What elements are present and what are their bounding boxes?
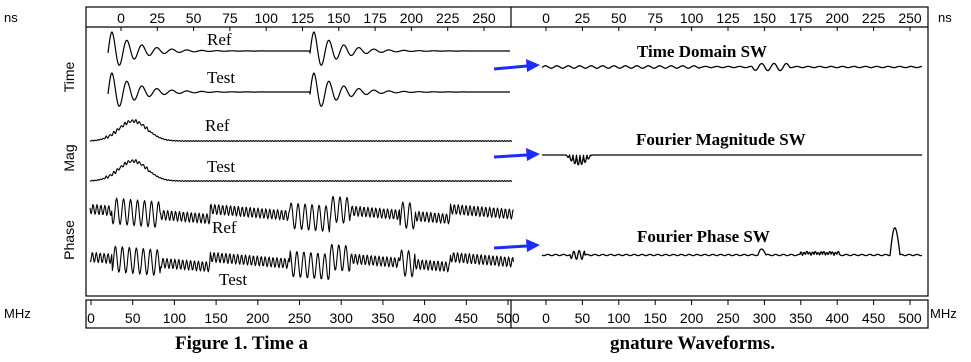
top-right-tick-label: 250 <box>898 10 922 26</box>
bottom-axis-ticks-right: 0 50 100 150 200 250 300 350 400 450 500 <box>542 300 922 326</box>
top-left-tick-label: 200 <box>400 10 424 26</box>
fourier-magnitude-sw-waveform <box>541 154 923 166</box>
mag-test-waveform <box>89 159 513 182</box>
top-left-tick-label: 0 <box>117 10 125 26</box>
top-right-tick-label: 50 <box>611 10 627 26</box>
sw-label-fourier-magnitude: Fourier Magnitude SW <box>636 130 806 149</box>
bottom-left-tick-label: 350 <box>371 310 395 326</box>
top-left-tick-label: 175 <box>363 10 387 26</box>
series-label-mag-test: Test <box>207 157 235 176</box>
bottom-left-tick-label: 250 <box>288 310 312 326</box>
top-axis-ticks-left: 0 25 50 75 100 125 150 175 200 225 250 <box>117 10 496 31</box>
top-unit-label-left: ns <box>4 10 18 25</box>
bottom-unit-label-right: MHz <box>930 306 957 321</box>
bottom-left-tick-label: 150 <box>204 310 228 326</box>
top-left-tick-label: 125 <box>291 10 315 26</box>
bottom-left-tick-label: 500 <box>496 310 520 326</box>
top-right-tick-label: 125 <box>716 10 740 26</box>
bottom-left-tick-label: 100 <box>163 310 187 326</box>
bottom-right-tick-label: 100 <box>607 310 631 326</box>
top-right-tick-label: 200 <box>826 10 850 26</box>
top-left-tick-label: 250 <box>472 10 496 26</box>
top-right-tick-label: 175 <box>789 10 813 26</box>
bottom-right-tick-label: 450 <box>862 310 886 326</box>
bottom-right-tick-label: 400 <box>826 310 850 326</box>
top-left-tick-label: 25 <box>150 10 166 26</box>
sw-label-fourier-phase: Fourier Phase SW <box>637 227 770 246</box>
time-ref-waveform <box>107 31 511 66</box>
top-axis-ticks-right: 0 25 50 75 100 125 150 175 200 225 250 <box>542 10 922 31</box>
top-right-tick-label: 150 <box>753 10 777 26</box>
series-label-mag-ref: Ref <box>205 116 230 135</box>
row-label-phase: Phase <box>61 220 77 260</box>
arrow-time-row <box>493 59 540 72</box>
bottom-left-tick-label: 400 <box>413 310 437 326</box>
bottom-right-tick-label: 150 <box>644 310 668 326</box>
arrow-mag-row <box>493 148 540 161</box>
bottom-left-tick-label: 0 <box>87 310 95 326</box>
bottom-axis-ticks-left: 0 50 100 150 200 250 300 350 400 450 500 <box>87 300 520 326</box>
time-domain-sw-waveform <box>541 62 923 72</box>
top-right-tick-label: 25 <box>575 10 591 26</box>
top-left-tick-label: 75 <box>222 10 238 26</box>
bottom-unit-label-left: MHz <box>4 306 31 321</box>
phase-test-waveform <box>89 244 515 280</box>
top-right-tick-label: 0 <box>542 10 550 26</box>
bottom-right-tick-label: 50 <box>575 310 591 326</box>
row-label-mag: Mag <box>61 144 77 171</box>
series-label-time-ref: Ref <box>207 30 232 49</box>
fourier-phase-sw-waveform <box>541 227 923 260</box>
mag-ref-waveform <box>89 119 513 142</box>
bottom-left-tick-label: 450 <box>455 310 479 326</box>
caption-left: Figure 1. Time a <box>175 333 308 354</box>
series-label-phase-ref: Ref <box>212 218 237 237</box>
time-test-waveform <box>107 72 511 107</box>
plot-frame <box>85 6 929 297</box>
top-unit-label-right: ns <box>938 10 952 25</box>
bottom-right-tick-label: 300 <box>753 310 777 326</box>
caption-right: gnature Waveforms. <box>610 333 776 354</box>
waveform-layer <box>89 31 923 280</box>
bottom-right-tick-label: 500 <box>898 310 922 326</box>
bottom-left-tick-label: 200 <box>246 310 270 326</box>
top-left-tick-label: 50 <box>186 10 202 26</box>
top-left-tick-label: 225 <box>436 10 460 26</box>
bottom-left-tick-label: 50 <box>125 310 141 326</box>
bottom-right-tick-label: 250 <box>716 310 740 326</box>
bottom-right-tick-label: 350 <box>789 310 813 326</box>
top-right-tick-label: 100 <box>680 10 704 26</box>
top-right-tick-label: 225 <box>862 10 886 26</box>
arrow-phase-row <box>493 239 540 252</box>
sw-label-time-domain: Time Domain SW <box>637 42 767 61</box>
top-left-tick-label: 100 <box>255 10 279 26</box>
row-label-time: Time <box>61 61 77 92</box>
top-right-tick-label: 75 <box>647 10 663 26</box>
bottom-right-tick-label: 200 <box>680 310 704 326</box>
bottom-right-tick-label: 0 <box>542 310 550 326</box>
bottom-left-tick-label: 300 <box>330 310 354 326</box>
series-label-time-test: Test <box>207 68 235 87</box>
series-label-phase-test: Test <box>219 270 247 289</box>
bottom-axis-frame <box>85 299 929 329</box>
phase-ref-waveform <box>89 195 514 233</box>
top-left-tick-label: 150 <box>327 10 351 26</box>
